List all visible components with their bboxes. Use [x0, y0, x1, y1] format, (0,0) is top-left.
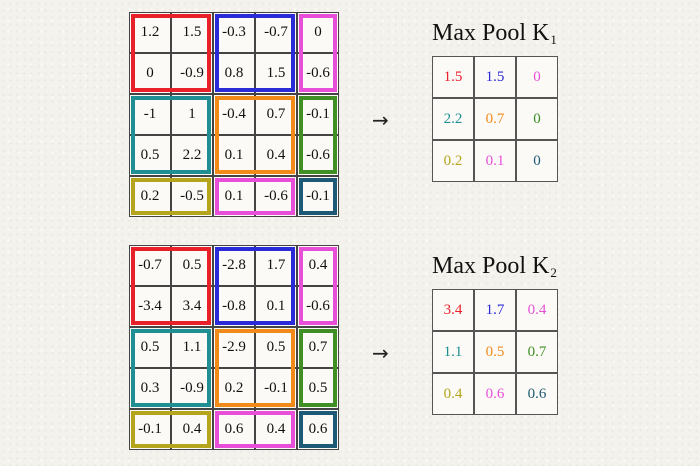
arrow-icon: → [372, 341, 389, 365]
output-cell-magenta: 0 [516, 56, 558, 98]
input-cell: 1.1 [171, 327, 213, 368]
output-cell-navy: 0.6 [516, 373, 558, 415]
input-cell: 1.7 [255, 245, 297, 286]
input-cell: 0.8 [213, 53, 255, 94]
output-cell-teal: 1.1 [432, 331, 474, 373]
input-cell: 0.2 [129, 176, 171, 217]
input-cell: 1.2 [129, 12, 171, 53]
input-cell: -0.5 [171, 176, 213, 217]
output-title: Max Pool K1 [432, 20, 557, 48]
input-cell: -0.1 [297, 94, 339, 135]
input-cell: 0.4 [255, 135, 297, 176]
output-cell-magenta: 0.6 [474, 373, 516, 415]
input-cell: -1 [129, 94, 171, 135]
input-cell: 0.5 [129, 135, 171, 176]
input-cell: 1.5 [171, 12, 213, 53]
input-cell: -0.1 [129, 409, 171, 450]
input-cell: -0.1 [297, 176, 339, 217]
output-cell-green: 0.7 [516, 331, 558, 373]
input-cell: 1.5 [255, 53, 297, 94]
input-cell: -0.6 [297, 135, 339, 176]
input-cell: 0.2 [213, 368, 255, 409]
input-cell: -0.7 [255, 12, 297, 53]
output-cell-magenta: 0.4 [516, 289, 558, 331]
output-cell-olive: 0.4 [432, 373, 474, 415]
input-cell: 0 [297, 12, 339, 53]
input-cell: -0.6 [297, 286, 339, 327]
input-cell: -0.4 [213, 94, 255, 135]
input-cell: 0.6 [213, 409, 255, 450]
input-cell: 0.5 [171, 245, 213, 286]
input-cell: 0.3 [129, 368, 171, 409]
output-title-subscript: 1 [550, 32, 557, 47]
output-cell-olive: 0.2 [432, 140, 474, 182]
input-cell: 0.7 [255, 94, 297, 135]
input-cell: 0.5 [297, 368, 339, 409]
input-cell: -0.6 [297, 53, 339, 94]
max-pool-figure-k2: -0.7 0.5 -2.8 1.7 0.4 -3.4 3.4 -0.8 0.1 -0.6 0.5 1.… [0, 233, 700, 466]
output-cell-blue: 1.5 [474, 56, 516, 98]
input-cell: -0.3 [213, 12, 255, 53]
input-cell: 0 [129, 53, 171, 94]
output-cell-navy: 0 [516, 140, 558, 182]
input-cell: 3.4 [171, 286, 213, 327]
input-cell: 0.1 [213, 135, 255, 176]
input-cell: 0.7 [297, 327, 339, 368]
output-cell-magenta: 0.1 [474, 140, 516, 182]
input-cell: -0.9 [171, 368, 213, 409]
input-cell: -0.9 [171, 53, 213, 94]
input-cell: 0.5 [255, 327, 297, 368]
output-title-main: Max Pool K [432, 20, 550, 46]
input-cell: -0.1 [255, 368, 297, 409]
output-cell-green: 0 [516, 98, 558, 140]
output-cell-orange: 0.5 [474, 331, 516, 373]
output-cell-orange: 0.7 [474, 98, 516, 140]
output-cell-red: 1.5 [432, 56, 474, 98]
input-cell: 2.2 [171, 135, 213, 176]
input-cell: 0.5 [129, 327, 171, 368]
arrow-icon: → [372, 108, 389, 132]
output-cell-teal: 2.2 [432, 98, 474, 140]
input-cell: 1 [171, 94, 213, 135]
output-title-main: Max Pool K [432, 253, 550, 279]
input-cell: -0.8 [213, 286, 255, 327]
output-title-subscript: 2 [550, 265, 557, 280]
output-cell-red: 3.4 [432, 289, 474, 331]
input-cell: -3.4 [129, 286, 171, 327]
input-cell: 0.4 [255, 409, 297, 450]
input-cell: -0.6 [255, 176, 297, 217]
input-cell: 0.1 [255, 286, 297, 327]
input-cell: 0.1 [213, 176, 255, 217]
input-cell: 0.6 [297, 409, 339, 450]
output-title: Max Pool K2 [432, 253, 557, 281]
input-cell: -2.8 [213, 245, 255, 286]
input-cell: 0.4 [171, 409, 213, 450]
input-cell: -2.9 [213, 327, 255, 368]
input-cell: 0.4 [297, 245, 339, 286]
max-pool-figure-k1: 1.2 1.5 -0.3 -0.7 0 0 -0.9 0.8 1.5 -0.6 -1 1 -0.4 0.7… [129, 12, 558, 217]
input-cell: -0.7 [129, 245, 171, 286]
output-cell-blue: 1.7 [474, 289, 516, 331]
